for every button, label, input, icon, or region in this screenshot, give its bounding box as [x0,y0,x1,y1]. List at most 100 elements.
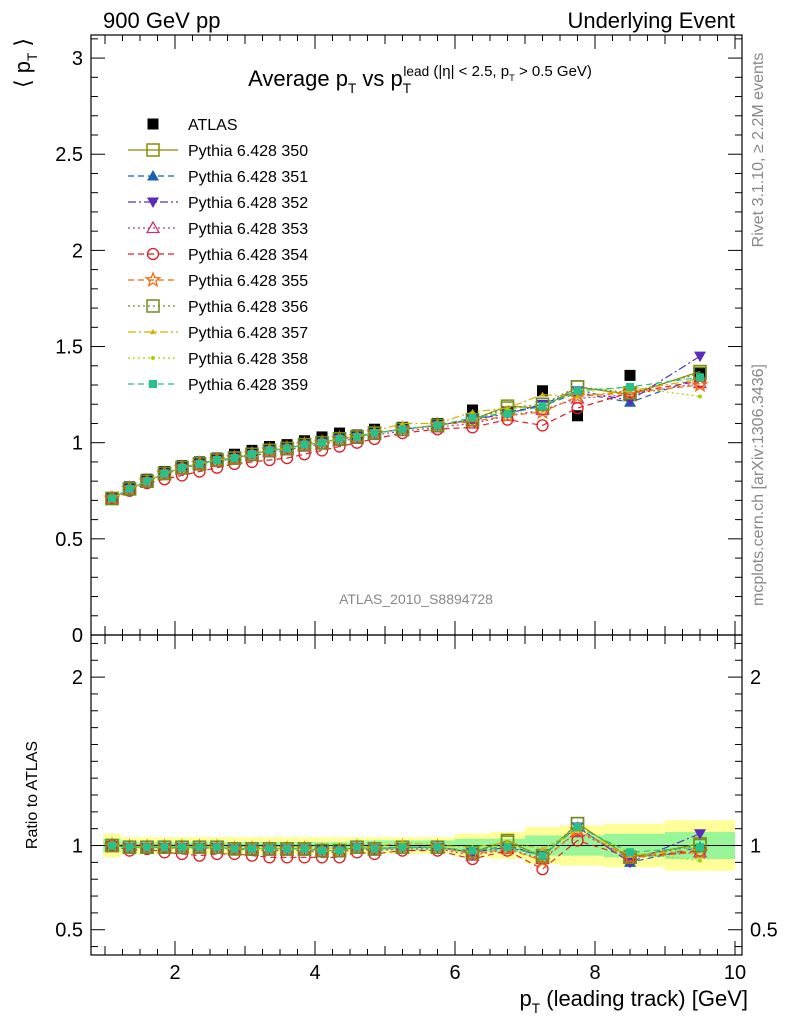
data-point [538,402,547,411]
header-left: 900 GeV pp [103,8,220,33]
ratio-point [499,840,516,857]
data-point [230,454,239,463]
data-point [569,387,586,404]
ratio-point [265,844,274,853]
ratio-ytick-label-right: 0.5 [750,920,778,942]
ratio-point [353,843,361,852]
data-point [350,430,364,444]
data-point [122,482,137,496]
legend-marker [149,380,157,388]
legend-entry: Pythia 6.428 351 [128,169,308,186]
ratio-point [534,851,551,868]
legend-entry: Pythia 6.428 355 [128,271,308,290]
ratio-point [539,845,546,851]
data-point [571,401,584,415]
data-point [696,373,704,382]
data-point [691,376,709,393]
legend-entry: Pythia 6.428 356 [128,299,308,316]
ratio-ticks: 0.5 0.5 1 1 2 2 2 4 6 8 10 [55,635,778,984]
xtick-label: 6 [449,962,460,984]
data-point [195,459,204,468]
data-point [283,444,291,453]
ratio-point [367,842,382,856]
ratio-point [230,844,239,853]
data-point [245,447,259,461]
legend-label: Pythia 6.428 357 [188,325,308,342]
ratio-point [178,843,186,852]
data-point [298,448,311,461]
data-point [248,450,256,459]
ratio-ytick-label-right: 2 [750,667,761,689]
ratio-point [693,838,707,853]
ratio-panel: 0.5 0.5 1 1 2 2 2 4 6 8 10 Ratio to ATLAS pT (lead… [24,634,778,1016]
data-point [694,351,706,363]
legend-label: Pythia 6.428 355 [188,273,308,290]
main-ytick-label: 2.5 [55,144,83,166]
ratio-series [103,816,709,876]
ratio-point [213,843,221,852]
ratio-point [300,844,309,853]
main-ytick-label: 3 [72,48,83,70]
series-10 [108,373,704,503]
ratio-point [195,843,204,852]
data-point [572,410,583,422]
data-point [160,469,169,478]
ratio-frame [90,634,743,956]
data-point [263,453,276,467]
data-point [535,397,550,411]
legend-label: Pythia 6.428 358 [188,351,308,368]
data-point [265,446,274,455]
ratio-point [626,848,634,857]
data-point [353,432,361,441]
ratio-point [160,843,169,852]
data-point [157,466,172,481]
ratio-ytick-label-right: 1 [750,836,761,858]
legend-label: Pythia 6.428 351 [188,169,308,186]
data-point [280,451,294,465]
legend-label: Pythia 6.428 359 [188,377,308,394]
legend-entry: Pythia 6.428 359 [128,377,308,394]
ratio-point [468,846,477,855]
ratio-line [111,831,701,860]
main-title: Average pT vs pTlead (|η| < 2.5, pT > 0.… [248,63,592,96]
mcplots-label: mcplots.cern.ch [arXiv:1306.3436] [750,364,767,606]
data-point [105,491,119,506]
xtick-label: 2 [169,962,180,984]
data-point [398,425,407,434]
legend-entry: Pythia 6.428 354 [128,247,308,264]
series-8 [109,376,703,501]
data-point [140,474,154,488]
ratio-point [108,841,116,850]
xtick-label: 4 [309,962,320,984]
legend-entry: Pythia 6.428 353 [128,220,308,238]
ratio-point [433,843,442,852]
data-point [468,413,477,422]
data-point [370,429,379,438]
data-point [192,457,207,471]
legend-marker [146,247,160,261]
data-point [318,438,326,447]
ratio-point [399,839,406,845]
ratio-point [318,846,326,855]
legend-entry: Pythia 6.428 357 [128,325,308,342]
ratio-series-9 [108,823,704,860]
ratio-point [538,851,547,860]
legend-label: ATLAS [188,117,238,134]
series-line [111,382,701,500]
legend-marker [150,329,156,334]
legend-label: Pythia 6.428 350 [188,143,308,160]
data-point [367,426,382,440]
legend-label: Pythia 6.428 353 [188,221,308,238]
series-9 [110,384,702,501]
legend-label: Pythia 6.428 352 [188,195,308,212]
ratio-point [573,823,582,831]
ratio-point [691,843,709,860]
legend-marker [147,170,159,181]
rivet-label: Rivet 3.1.10, ≥ 2.2M events [750,53,767,248]
data-point [464,412,481,429]
legend-marker [146,299,160,313]
ratio-line [111,826,701,857]
legend-marker [146,143,160,157]
data-point [108,494,116,503]
